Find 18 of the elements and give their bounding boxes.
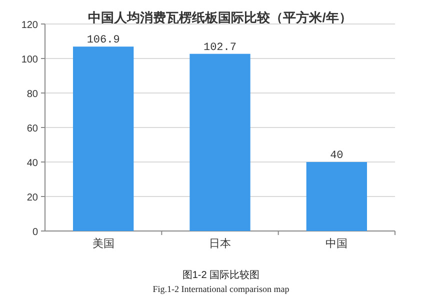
data-label: 106.9 — [86, 34, 120, 47]
bar — [190, 54, 250, 231]
caption: 图1-2 国际比较图 — [182, 269, 260, 281]
y-tick-label: 20 — [26, 192, 38, 204]
y-tick-label: 100 — [21, 54, 38, 66]
x-tick-label: 中国 — [326, 237, 348, 250]
bar — [73, 46, 134, 231]
data-label: 102.7 — [203, 42, 237, 54]
y-tick-label: 40 — [26, 158, 38, 169]
x-tick-label: 美国 — [92, 237, 114, 250]
x-tick-label: 日本 — [209, 237, 231, 250]
y-tick-label: 60 — [26, 124, 38, 134]
bar — [306, 162, 367, 231]
y-tick-label: 0 — [32, 227, 38, 238]
data-label: 40 — [330, 150, 344, 162]
y-tick-label: 80 — [26, 89, 38, 100]
caption: Fig.1-2 International comparison map — [152, 284, 290, 294]
y-tick-label: 120 — [21, 20, 38, 31]
